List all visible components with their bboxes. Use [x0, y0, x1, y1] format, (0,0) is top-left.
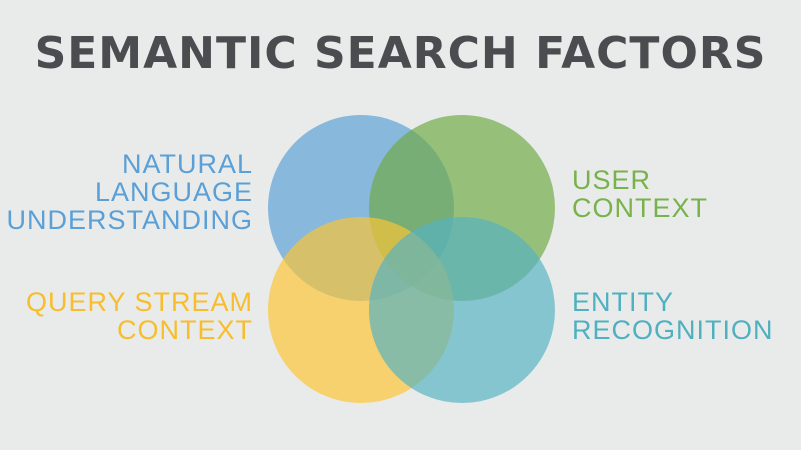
label-line: QUERY STREAM [25, 287, 253, 317]
diagram-title: SEMANTIC SEARCH FACTORS [34, 28, 767, 79]
label-line: USER [572, 165, 652, 195]
label-line: LANGUAGE [94, 177, 253, 207]
label-line: UNDERSTANDING [6, 205, 253, 235]
label-entity-recognition: ENTITY RECOGNITION [572, 288, 774, 344]
label-line: ENTITY [572, 287, 675, 317]
label-user-context: USER CONTEXT [572, 166, 708, 222]
circle-entity-recognition [369, 217, 555, 403]
label-line: CONTEXT [116, 315, 253, 345]
label-query-stream: QUERY STREAM CONTEXT [26, 288, 253, 344]
label-line: RECOGNITION [572, 315, 774, 345]
label-line: NATURAL [121, 149, 253, 179]
label-natural-language: NATURAL LANGUAGE UNDERSTANDING [6, 150, 253, 234]
label-line: CONTEXT [572, 193, 709, 223]
